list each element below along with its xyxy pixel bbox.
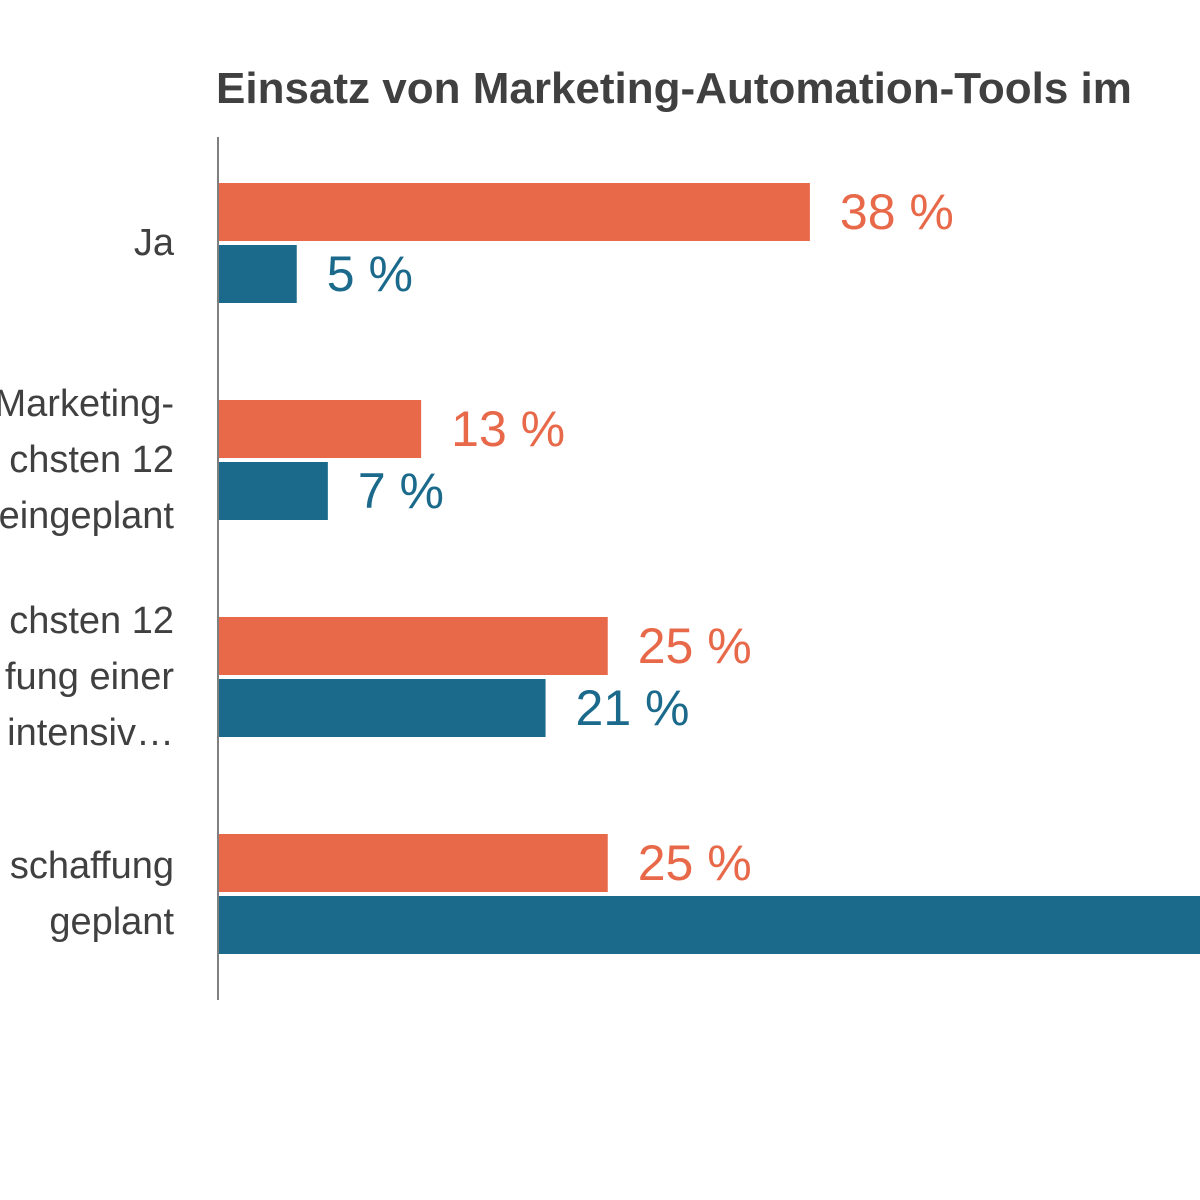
data-label-series1-cat2: 13 % [451, 401, 565, 457]
category-label-3: chsten 12 fung einer ls intensiv… [0, 593, 174, 761]
category-label-4: schaffung geplant [0, 838, 174, 950]
bar-series2-cat2 [219, 462, 328, 520]
data-label-series2-cat2: 7 % [358, 463, 444, 519]
category-label-line: fung einer [4, 656, 174, 698]
bar-series1-cat4 [219, 834, 608, 892]
bar-series1-cat1 [219, 183, 810, 241]
data-label-series1-cat4: 25 % [638, 835, 752, 891]
category-label-line: chsten 12 [9, 439, 174, 481]
bar-series2-cat3 [219, 679, 546, 737]
category-label-line: eingeplant [0, 495, 174, 537]
category-label-line: Marketing- [0, 383, 174, 425]
category-label-line: Ja [133, 222, 174, 264]
category-label-line: ls intensiv… [0, 712, 174, 754]
bar-series2-cat1 [219, 245, 297, 303]
category-label-line: geplant [49, 901, 174, 943]
category-label-line: schaffung [9, 845, 174, 887]
data-label-series1-cat1: 38 % [840, 184, 954, 240]
bar-series1-cat3 [219, 617, 608, 675]
bar-series2-cat4 [219, 896, 1200, 954]
data-label-series2-cat1: 5 % [327, 246, 413, 302]
category-label-2: Marketing-chsten 12 eingeplant [0, 376, 174, 544]
data-label-series2-cat3: 21 % [576, 680, 690, 736]
data-label-series1-cat3: 25 % [638, 618, 752, 674]
category-label-line: chsten 12 [9, 600, 174, 642]
bar-series1-cat2 [219, 400, 422, 458]
chart-title: Einsatz von Marketing-Automation-Tools i… [216, 64, 1132, 113]
category-label-1: Ja [0, 215, 174, 271]
